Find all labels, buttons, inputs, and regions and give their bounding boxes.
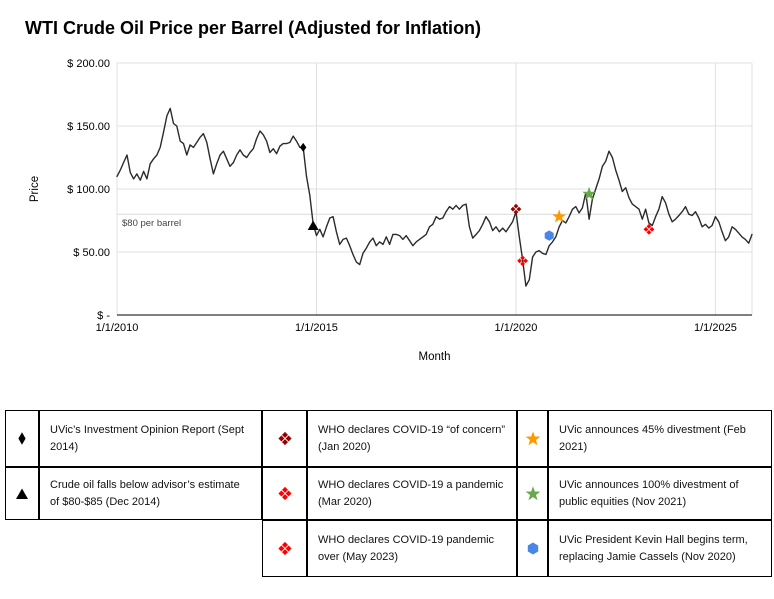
y-tick-label: $ 200.00 xyxy=(67,58,110,70)
price-line-chart: $ 200.00$ 150.00$ 100.00$ 50.00$ -1/1/20… xyxy=(29,58,753,363)
legend-label: UVic announces 100% divestment of public… xyxy=(559,479,739,508)
legend-text: UVic’s Investment Opinion Report (Sept 2… xyxy=(39,410,262,467)
chart-title: WTI Crude Oil Price per Barrel (Adjusted… xyxy=(25,18,482,38)
gridlines xyxy=(116,62,753,316)
axis-labels: $ 200.00$ 150.00$ 100.00$ 50.00$ -1/1/20… xyxy=(29,58,737,363)
x-tick-label: 1/1/2010 xyxy=(96,322,139,334)
legend-symbol-cell xyxy=(517,410,548,467)
legend-label: WHO declares COVID-19 pandemic over (May… xyxy=(318,534,495,563)
legend-text: WHO declares COVID-19 pandemic over (May… xyxy=(307,520,517,577)
legend-text: UVic announces 100% divestment of public… xyxy=(548,467,772,520)
legend-label: UVic President Kevin Hall begins term, r… xyxy=(559,534,748,563)
legend-symbol-cell xyxy=(262,467,307,520)
reference-line-label: $80 per barrel xyxy=(122,218,181,229)
orange-star-icon xyxy=(525,431,540,446)
event-marker-diamond-cluster-mar-2020 xyxy=(517,255,529,267)
event-marker-diamond-cluster-jan-2020 xyxy=(510,203,522,215)
legend-label: UVic’s Investment Opinion Report (Sept 2… xyxy=(50,424,245,453)
legend-symbol-cell xyxy=(517,520,548,577)
event-marker-hexagon-nov-2020 xyxy=(544,230,554,241)
legend-label: WHO declares COVID-19 a pandemic (Mar 20… xyxy=(318,479,504,508)
event-marker-triangle-dec-2014 xyxy=(307,220,319,231)
legend-symbol-cell xyxy=(262,410,307,467)
legend-text: Crude oil falls below advisor’s estimate… xyxy=(39,467,262,520)
y-tick-label: $ 100.00 xyxy=(67,184,110,196)
x-tick-label: 1/1/2015 xyxy=(295,322,338,334)
event-marker-star-nov-2021 xyxy=(582,186,596,200)
black-triangle-icon xyxy=(16,488,28,499)
legend-symbol-cell xyxy=(517,467,548,520)
legend-label: WHO declares COVID-19 “of concern” (Jan … xyxy=(318,424,506,453)
blue-hexagon-icon xyxy=(527,542,538,555)
legend-symbol-cell xyxy=(262,520,307,577)
black-diamond-icon xyxy=(18,432,26,445)
legend-text: UVic President Kevin Hall begins term, r… xyxy=(548,520,772,577)
legend-symbol-cell xyxy=(5,467,39,520)
legend-text: WHO declares COVID-19 a pandemic (Mar 20… xyxy=(307,467,517,520)
legend-symbol-cell xyxy=(5,410,39,467)
red-diamond-cluster-icon xyxy=(277,486,292,501)
green-star-icon xyxy=(525,486,540,501)
event-marker-diamond-cluster-may-2023 xyxy=(643,223,655,235)
x-tick-label: 1/1/2020 xyxy=(495,322,538,334)
event-marker-diamond-sep-2014 xyxy=(299,142,307,152)
red-diamond-cluster-icon xyxy=(277,541,292,556)
y-axis-title: Price xyxy=(29,176,41,202)
legend-text: UVic announces 45% divestment (Feb 2021) xyxy=(548,410,772,467)
x-axis-title: Month xyxy=(419,351,451,363)
legend-label: Crude oil falls below advisor’s estimate… xyxy=(50,479,240,508)
event-marker-star-feb-2021 xyxy=(552,209,566,223)
y-tick-label: $ 150.00 xyxy=(67,121,110,133)
x-tick-label: 1/1/2025 xyxy=(694,322,737,334)
event-markers xyxy=(299,142,655,267)
legend-label: UVic announces 45% divestment (Feb 2021) xyxy=(559,424,746,453)
y-tick-label: $ 50.00 xyxy=(73,247,110,259)
price-line xyxy=(116,107,753,287)
dark-red-diamond-cluster-icon xyxy=(277,431,292,446)
legend-text: WHO declares COVID-19 “of concern” (Jan … xyxy=(307,410,517,467)
y-tick-label: $ - xyxy=(97,310,110,322)
event-legend-table: UVic’s Investment Opinion Report (Sept 2… xyxy=(5,410,772,577)
